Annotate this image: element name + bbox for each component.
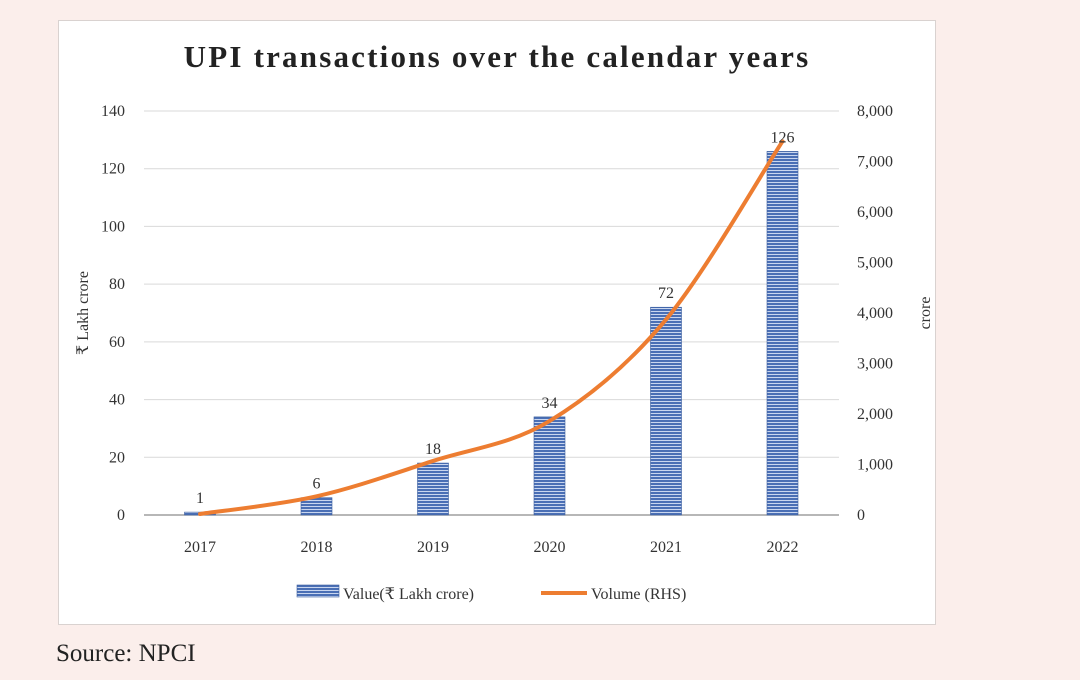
data-label: 1 [196, 490, 204, 507]
data-label: 72 [658, 285, 674, 302]
y-tick-label: 20 [109, 449, 125, 466]
x-tick-label: 2022 [767, 539, 799, 556]
x-tick-label: 2019 [417, 539, 449, 556]
y2-tick-label: 1,000 [857, 457, 893, 474]
y2-tick-label: 0 [857, 507, 865, 524]
legend-label-value: Value(₹ Lakh crore) [343, 586, 474, 603]
data-label: 34 [542, 395, 558, 412]
y2-tick-label: 8,000 [857, 103, 893, 120]
y-tick-label: 100 [101, 218, 125, 235]
y-tick-label: 120 [101, 161, 125, 178]
volume-line [198, 139, 785, 516]
bar-2020 [533, 416, 566, 516]
source-note: Source: NPCI [56, 640, 196, 667]
y2-tick-label: 5,000 [857, 255, 893, 272]
y-tick-label: 140 [101, 103, 125, 120]
chart-title: UPI transactions over the calendar years [184, 39, 811, 74]
bar-2021 [650, 306, 682, 516]
x-tick-label: 2018 [301, 539, 333, 556]
y2-tick-label: 7,000 [857, 154, 893, 171]
data-label: 126 [771, 129, 795, 146]
legend-label-volume: Volume (RHS) [591, 586, 686, 603]
y-axis-label: ₹ Lakh crore [75, 271, 92, 355]
y-tick-label: 80 [109, 276, 125, 293]
y2-tick-label: 3,000 [857, 356, 893, 373]
y2-axis-label: crore [917, 297, 934, 330]
y-tick-label: 0 [117, 507, 125, 524]
chart-panel: UPI transactions over the calendar years… [58, 20, 936, 625]
bar-2022 [766, 151, 799, 516]
y2-tick-label: 4,000 [857, 305, 893, 322]
upi-chart: UPI transactions over the calendar years… [75, 39, 934, 603]
x-tick-label: 2020 [534, 539, 566, 556]
y-tick-label: 60 [109, 334, 125, 351]
data-label: 6 [313, 476, 321, 493]
data-label: 18 [425, 441, 441, 458]
x-tick-label: 2021 [650, 539, 682, 556]
bar-2019 [417, 462, 449, 516]
y2-tick-label: 6,000 [857, 204, 893, 221]
x-tick-label: 2017 [184, 539, 216, 556]
y-tick-label: 40 [109, 392, 125, 409]
y2-tick-label: 2,000 [857, 406, 893, 423]
legend-swatch-value [296, 584, 340, 598]
